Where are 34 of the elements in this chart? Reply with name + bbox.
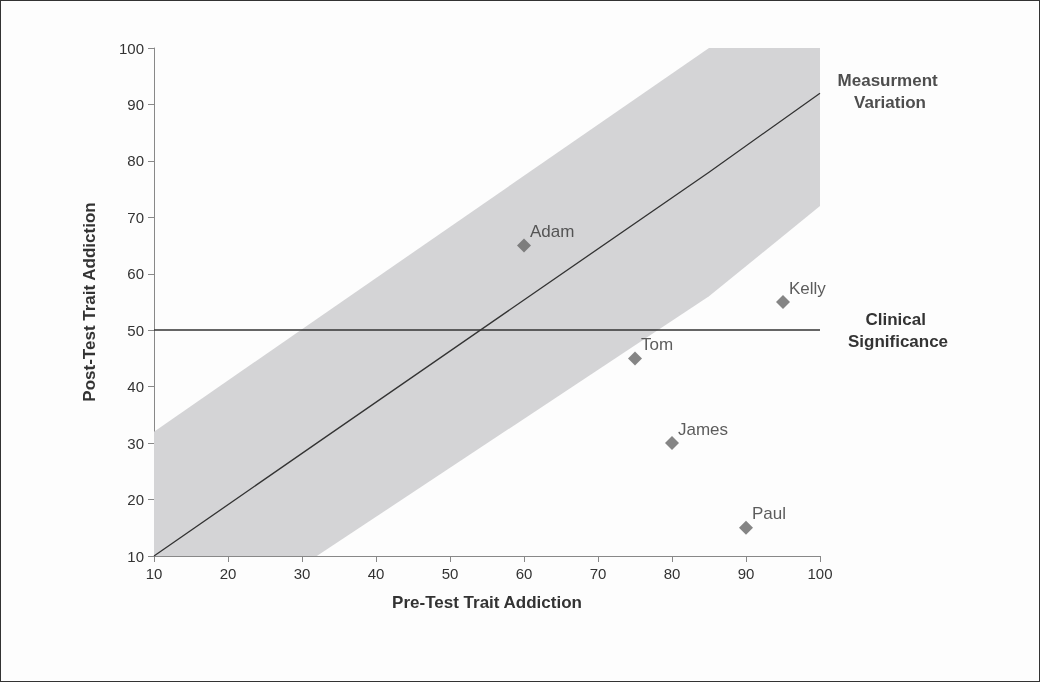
y-tick-label: 90 [127,95,144,113]
x-tick-label: 10 [145,565,163,582]
annotation: Tom [641,334,674,354]
x-tick-label: 30 [293,565,311,582]
x-tick-label: 50 [441,565,459,582]
x-tick-label: 100 [807,565,833,582]
y-tick-label: 100 [118,39,144,57]
x-tick-label: 40 [367,565,385,582]
y-tick-label: 60 [127,265,144,283]
y-axis-title: Post-Test Trait Addiction [80,202,99,402]
y-tick-label: 20 [127,491,144,509]
x-tick-label: 90 [737,565,755,582]
y-tick-label: 80 [127,152,144,170]
y-tick-label: 70 [127,208,144,226]
y-tick-label: 30 [127,434,144,452]
annotation: Kelly [789,278,827,298]
point [628,351,642,366]
annotation: Measurment Variation [837,70,943,112]
point [665,436,679,451]
point [776,295,790,309]
point [517,238,531,253]
annotation: James [678,419,729,439]
x-tick-label: 60 [515,565,533,582]
point [739,520,753,535]
x-tick-label: 70 [589,565,607,582]
annotation: Paul [752,504,787,524]
x-tick-label: 20 [219,565,237,582]
ref-line-label: Clinical Significance [847,309,949,351]
y-tick-label: 50 [127,321,144,339]
annotation: Adam [530,222,575,242]
y-tick-label: 10 [127,547,144,565]
x-tick-label: 80 [663,565,681,582]
y-tick-label: 40 [127,378,144,396]
x-axis-title: Pre-Test Trait Addiction [392,593,582,612]
